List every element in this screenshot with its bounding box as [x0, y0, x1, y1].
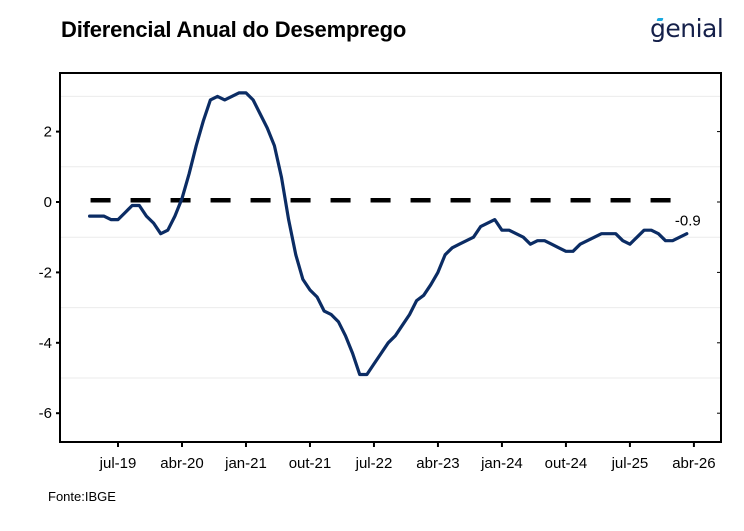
x-tick-label: jul-22	[355, 455, 393, 472]
last-value-label: -0.9	[675, 213, 701, 230]
series-points	[89, 92, 687, 375]
x-tick-label: out-24	[545, 455, 588, 472]
x-tick-label: abr-26	[672, 455, 715, 472]
x-tick-label: jan-24	[480, 455, 523, 472]
x-tick-label: out-21	[289, 455, 332, 472]
x-tick-label: jul-19	[99, 455, 137, 472]
y-tick-label: 0	[44, 194, 52, 211]
series-line	[88, 91, 689, 377]
y-axis: 2 0 -2 -4 -6	[39, 124, 721, 422]
annotations: -0.9	[675, 213, 701, 230]
genial-logo: genial	[650, 14, 724, 43]
source-note: Fonte:IBGE	[48, 489, 116, 504]
x-tick-label: abr-20	[160, 455, 203, 472]
gridlines	[60, 95, 721, 379]
x-tick-label: abr-23	[416, 455, 459, 472]
chart-title: Diferencial Anual do Desemprego	[61, 17, 407, 42]
y-tick-label: -4	[39, 335, 52, 352]
y-tick-label: 2	[44, 124, 52, 141]
plot-panel-border	[59, 72, 722, 443]
y-tick-label: -2	[39, 264, 52, 281]
x-axis: jul-19 abr-20 jan-21 out-21 jul-22 abr-23 jan-…	[99, 442, 716, 472]
x-tick-label: jul-25	[611, 455, 649, 472]
y-tick-label: -6	[39, 405, 52, 422]
x-tick-label: jan-21	[224, 455, 267, 472]
